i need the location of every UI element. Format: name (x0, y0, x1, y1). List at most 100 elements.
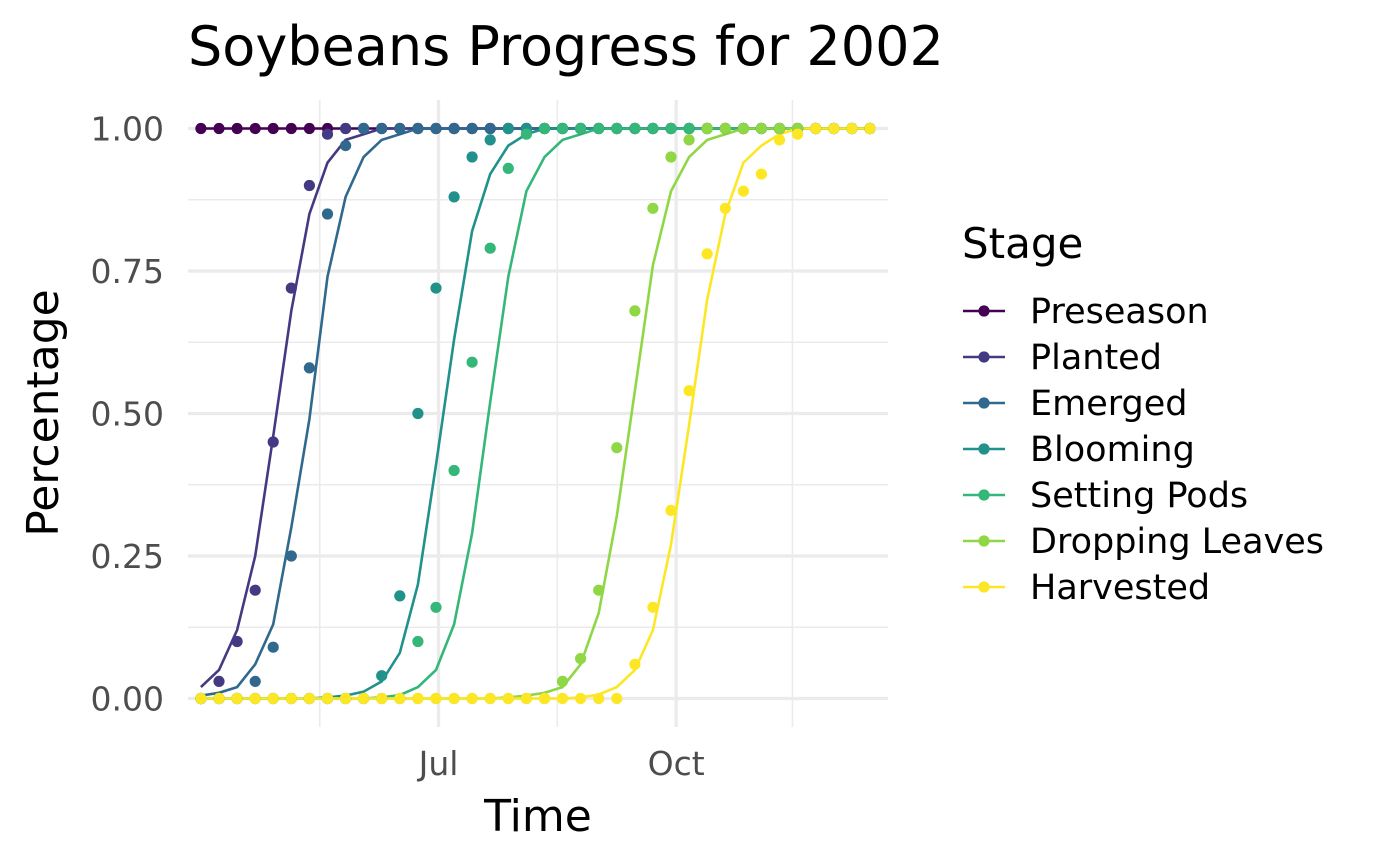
legend-item: Emerged (963, 384, 1187, 424)
legend-items: Preseason Planted Emerged Blooming Setting P… (963, 292, 1324, 608)
data-point (376, 692, 388, 705)
data-point (249, 584, 261, 596)
series-line (200, 127, 870, 689)
data-point (412, 692, 424, 705)
legend-label: Planted (1030, 338, 1162, 378)
data-point (575, 653, 587, 665)
data-point (502, 692, 514, 705)
data-point (737, 122, 750, 135)
legend-label: Emerged (1030, 384, 1187, 424)
data-point (303, 122, 315, 135)
data-point (828, 122, 840, 135)
data-point (195, 122, 207, 135)
data-point (321, 128, 334, 140)
data-point (611, 122, 623, 135)
data-point (647, 202, 659, 214)
data-point (773, 134, 786, 146)
data-point (665, 122, 677, 135)
data-point (466, 692, 478, 705)
data-point (249, 122, 261, 135)
data-point (593, 122, 605, 135)
legend-item: Setting Pods (963, 476, 1248, 516)
data-point (376, 122, 388, 135)
data-point (647, 122, 659, 135)
data-point (810, 122, 822, 135)
data-point (303, 179, 315, 192)
data-point (285, 122, 297, 135)
data-point (213, 692, 225, 705)
data-point (520, 692, 533, 705)
data-point (448, 692, 460, 705)
y-tick-label: 0.75 (91, 252, 164, 291)
data-point (285, 282, 297, 294)
data-point (340, 122, 352, 135)
data-point (448, 464, 460, 477)
data-point (303, 362, 315, 374)
data-point (755, 122, 768, 135)
data-point (394, 590, 406, 602)
x-tick-label: Jul (417, 744, 459, 783)
data-point (719, 122, 731, 135)
legend-key-point (978, 305, 990, 317)
legend-key-point (978, 351, 990, 363)
data-point (213, 122, 225, 135)
legend-item: Harvested (963, 568, 1210, 608)
legend-label: Preseason (1030, 292, 1209, 332)
data-point (484, 134, 496, 146)
data-point (665, 151, 677, 163)
data-point (213, 675, 225, 688)
data-point (629, 658, 641, 670)
data-point (430, 282, 442, 294)
data-point (593, 692, 605, 705)
data-point (792, 128, 804, 140)
data-point (575, 122, 587, 135)
y-tick-label: 1.00 (91, 110, 164, 149)
data-point (285, 550, 297, 562)
data-point (321, 208, 334, 220)
data-point (701, 122, 713, 135)
data-point (285, 692, 297, 705)
legend-key-point (978, 581, 990, 593)
data-point (737, 185, 750, 197)
data-point (358, 692, 370, 705)
legend-item: Dropping Leaves (963, 522, 1324, 562)
data-point (520, 128, 533, 140)
legend-item: Preseason (963, 292, 1209, 332)
data-point (683, 134, 695, 146)
data-point (466, 151, 478, 163)
data-point (303, 692, 315, 705)
data-point (755, 168, 768, 180)
legend-label: Blooming (1030, 430, 1195, 470)
data-point (556, 675, 569, 688)
x-tick-label: Oct (648, 744, 705, 783)
data-point (231, 635, 243, 648)
data-point (846, 122, 858, 135)
data-point (249, 692, 261, 705)
legend-label: Harvested (1030, 568, 1210, 608)
series-points-harvested (195, 122, 876, 705)
data-point (611, 692, 623, 705)
data-point (267, 122, 279, 135)
legend-key-point (978, 397, 990, 409)
data-point (575, 692, 587, 705)
data-point (466, 356, 478, 368)
data-point (412, 635, 424, 648)
data-point (502, 122, 514, 135)
data-point (448, 122, 460, 135)
data-point (665, 504, 677, 516)
data-point (321, 692, 334, 705)
data-point (611, 442, 623, 454)
data-point (231, 692, 243, 705)
data-point (448, 191, 460, 203)
data-point (267, 641, 279, 653)
data-point (701, 248, 713, 260)
data-point (556, 692, 569, 705)
legend-label: Setting Pods (1030, 476, 1248, 516)
data-point (267, 436, 279, 448)
data-point (412, 407, 424, 420)
legend-label: Dropping Leaves (1030, 522, 1324, 562)
data-point (538, 122, 551, 135)
y-tick-label: 0.50 (91, 395, 164, 434)
